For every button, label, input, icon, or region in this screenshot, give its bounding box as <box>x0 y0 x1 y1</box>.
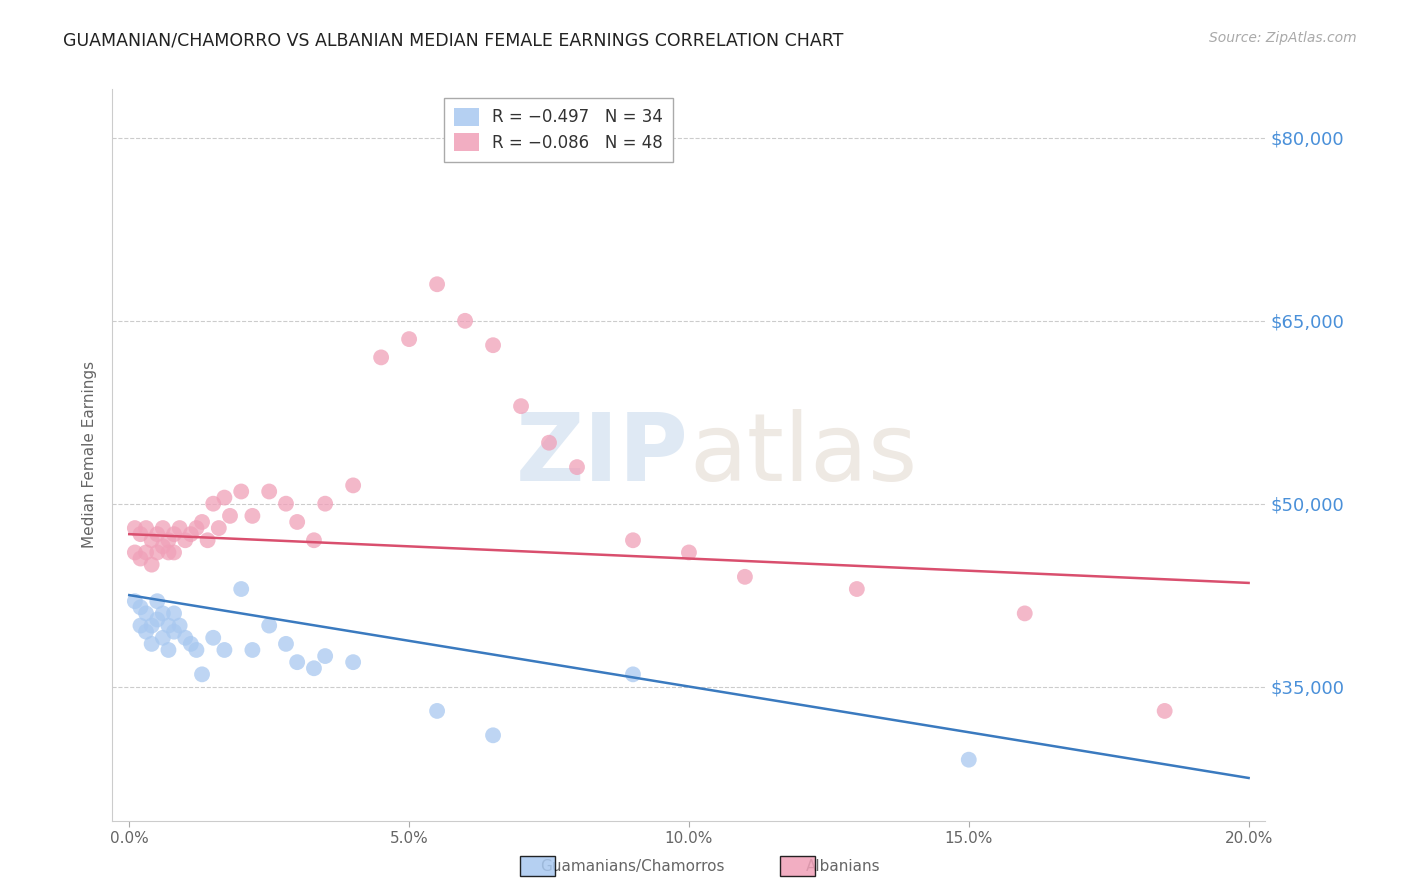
Point <box>274 637 297 651</box>
Point <box>257 484 280 499</box>
Point <box>135 607 157 621</box>
Point <box>141 637 163 651</box>
Point <box>152 521 174 535</box>
Text: ZIP: ZIP <box>516 409 689 501</box>
Point <box>242 643 264 657</box>
Point <box>163 527 186 541</box>
Point <box>180 527 202 541</box>
Point <box>174 631 197 645</box>
Point <box>169 521 191 535</box>
Text: atlas: atlas <box>689 409 917 501</box>
Point <box>957 753 980 767</box>
Point <box>314 649 336 664</box>
Point <box>370 351 392 365</box>
Point <box>342 478 364 492</box>
Point <box>314 497 336 511</box>
Point <box>257 618 280 632</box>
Text: Guamanians/Chamorros: Guamanians/Chamorros <box>540 859 725 874</box>
Point <box>124 594 146 608</box>
Point <box>169 618 191 632</box>
Point <box>135 521 157 535</box>
Point <box>202 631 225 645</box>
Point <box>146 594 169 608</box>
Legend: R = −0.497   N = 34, R = −0.086   N = 48: R = −0.497 N = 34, R = −0.086 N = 48 <box>444 97 673 161</box>
Point <box>152 631 174 645</box>
Point <box>482 338 505 352</box>
Point <box>197 533 219 548</box>
Point <box>163 624 186 639</box>
Point <box>678 545 700 559</box>
Point <box>174 533 197 548</box>
Point <box>191 515 214 529</box>
Point <box>219 508 242 523</box>
Point <box>186 521 208 535</box>
Point <box>129 551 152 566</box>
Point <box>1014 607 1036 621</box>
Point <box>157 545 180 559</box>
Point <box>482 728 505 742</box>
Point <box>186 643 208 657</box>
Text: Source: ZipAtlas.com: Source: ZipAtlas.com <box>1209 31 1357 45</box>
Point <box>129 527 152 541</box>
Point <box>157 533 180 548</box>
Point <box>146 613 169 627</box>
Point <box>231 484 253 499</box>
Point <box>135 624 157 639</box>
Point <box>734 570 756 584</box>
Point <box>124 545 146 559</box>
Point <box>302 533 325 548</box>
Point <box>180 637 202 651</box>
Point <box>274 497 297 511</box>
Point <box>285 655 308 669</box>
Point <box>208 521 231 535</box>
Point <box>214 491 236 505</box>
Text: GUAMANIAN/CHAMORRO VS ALBANIAN MEDIAN FEMALE EARNINGS CORRELATION CHART: GUAMANIAN/CHAMORRO VS ALBANIAN MEDIAN FE… <box>63 31 844 49</box>
Point <box>1153 704 1175 718</box>
Point <box>285 515 308 529</box>
Y-axis label: Median Female Earnings: Median Female Earnings <box>82 361 97 549</box>
Point <box>152 539 174 553</box>
Point <box>135 545 157 559</box>
Point <box>141 533 163 548</box>
Point <box>398 332 420 346</box>
Point <box>214 643 236 657</box>
Point <box>146 545 169 559</box>
Point <box>141 558 163 572</box>
Point <box>129 600 152 615</box>
Point <box>426 277 449 292</box>
Point <box>454 314 477 328</box>
Point <box>621 667 644 681</box>
Point <box>129 618 152 632</box>
Point <box>157 643 180 657</box>
Point <box>242 508 264 523</box>
Point <box>302 661 325 675</box>
Point <box>510 399 533 413</box>
Point <box>202 497 225 511</box>
Point <box>565 460 588 475</box>
Point <box>163 607 186 621</box>
Point <box>231 582 253 596</box>
Text: Albanians: Albanians <box>806 859 882 874</box>
Point <box>157 618 180 632</box>
Point <box>146 527 169 541</box>
Point <box>845 582 868 596</box>
Point <box>141 618 163 632</box>
Point <box>124 521 146 535</box>
Point <box>537 435 560 450</box>
Point <box>191 667 214 681</box>
Point <box>621 533 644 548</box>
Point <box>163 545 186 559</box>
Point <box>426 704 449 718</box>
Point <box>342 655 364 669</box>
Point <box>152 607 174 621</box>
